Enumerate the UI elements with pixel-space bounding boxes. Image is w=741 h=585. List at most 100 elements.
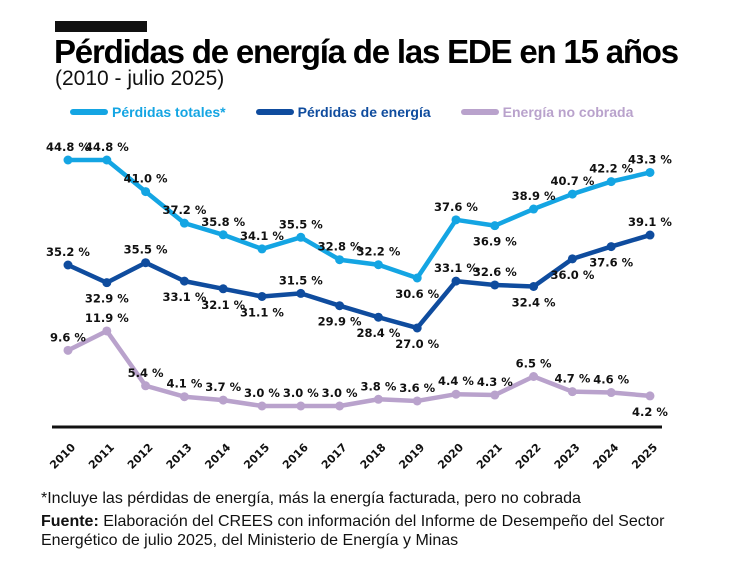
x-tick-label: 2018 bbox=[358, 441, 389, 472]
data-label: 9.6 % bbox=[50, 330, 86, 344]
data-point bbox=[412, 323, 422, 333]
x-tick-label: 2020 bbox=[435, 441, 466, 472]
x-tick-label: 2024 bbox=[590, 441, 621, 472]
x-tick-label: 2015 bbox=[241, 441, 272, 472]
data-label: 3.0 % bbox=[244, 386, 280, 400]
chart-title: Pérdidas de energía de las EDE en 15 año… bbox=[54, 33, 679, 70]
data-point bbox=[257, 244, 267, 254]
series-line bbox=[67, 232, 651, 331]
data-label: 31.5 % bbox=[279, 273, 323, 287]
data-label: 4.2 % bbox=[632, 405, 668, 419]
data-label: 4.4 % bbox=[438, 374, 474, 388]
data-point bbox=[141, 258, 151, 268]
data-label: 33.1 % bbox=[434, 261, 478, 275]
data-label: 43.3 % bbox=[628, 152, 672, 166]
footnote: *Incluye las pérdidas de energía, más la… bbox=[41, 490, 581, 507]
data-point bbox=[490, 280, 500, 290]
data-point bbox=[257, 291, 267, 301]
x-tick-label: 2010 bbox=[47, 441, 78, 472]
series-line bbox=[66, 328, 651, 409]
data-point bbox=[141, 381, 151, 391]
legend-swatch-perdidas-totales bbox=[70, 109, 108, 115]
data-point bbox=[451, 389, 461, 399]
data-label: 4.7 % bbox=[554, 372, 590, 386]
source-label: Fuente: bbox=[41, 513, 99, 530]
data-point bbox=[412, 273, 422, 283]
data-point bbox=[179, 392, 189, 402]
legend-label-perdidas-totales: Pérdidas totales* bbox=[112, 104, 226, 120]
data-label: 36.0 % bbox=[550, 268, 594, 282]
data-label: 44.8 % bbox=[85, 140, 129, 154]
data-point bbox=[179, 218, 189, 228]
data-label: 44.8 % bbox=[46, 140, 90, 154]
legend-label-perdidas-energia: Pérdidas de energía bbox=[297, 104, 431, 120]
data-point bbox=[567, 189, 577, 199]
data-label: 36.9 % bbox=[473, 235, 517, 249]
data-label: 33.1 % bbox=[162, 290, 206, 304]
data-label: 3.8 % bbox=[360, 379, 396, 393]
data-point bbox=[490, 221, 500, 231]
data-label: 11.9 % bbox=[85, 311, 129, 325]
x-tick-label: 2021 bbox=[474, 441, 505, 472]
data-point bbox=[335, 255, 345, 265]
legend-item-perdidas-energia: Pérdidas de energía bbox=[255, 104, 431, 120]
data-label: 37.2 % bbox=[162, 203, 206, 217]
data-point bbox=[451, 276, 461, 286]
data-point bbox=[645, 391, 655, 401]
legend-label-energia-no-cobrada: Energía no cobrada bbox=[502, 104, 634, 120]
data-label: 32.6 % bbox=[473, 265, 517, 279]
legend: Pérdidas totales* Pérdidas de energía En… bbox=[70, 104, 663, 120]
data-label: 28.4 % bbox=[356, 326, 400, 340]
data-label: 34.1 % bbox=[240, 229, 284, 243]
data-point bbox=[102, 326, 112, 336]
data-point bbox=[451, 215, 461, 225]
data-label: 32.8 % bbox=[318, 240, 362, 254]
x-tick-label: 2022 bbox=[513, 441, 544, 472]
source-note: Fuente: Elaboración del CREES con inform… bbox=[41, 512, 681, 550]
source-text: Elaboración del CREES con información de… bbox=[41, 513, 665, 549]
data-point bbox=[412, 396, 422, 406]
series-0: 44.8 %44.8 % 41.0 % 37.2 %35.8 %34.1 % 35.5… bbox=[46, 140, 672, 301]
data-point bbox=[218, 395, 228, 405]
data-label: 30.6 % bbox=[395, 287, 439, 301]
data-label: 4.6 % bbox=[593, 373, 629, 387]
legend-item-energia-no-cobrada: Energía no cobrada bbox=[460, 104, 634, 120]
data-point bbox=[102, 155, 112, 165]
data-label: 3.0 % bbox=[283, 386, 319, 400]
x-tick-label: 2019 bbox=[396, 441, 427, 472]
x-tick-label: 2013 bbox=[164, 441, 195, 472]
x-tick-label: 2016 bbox=[280, 441, 311, 472]
data-label: 4.3 % bbox=[477, 375, 513, 389]
data-point bbox=[335, 301, 345, 311]
data-label: 39.1 % bbox=[628, 215, 672, 229]
data-point bbox=[606, 388, 616, 398]
series-line bbox=[68, 157, 651, 281]
chart-subtitle: (2010 - julio 2025) bbox=[55, 67, 225, 90]
data-point bbox=[102, 278, 112, 288]
data-point bbox=[567, 387, 577, 397]
data-label: 35.5 % bbox=[124, 243, 168, 257]
x-tick-label: 2012 bbox=[125, 441, 156, 472]
data-label: 37.6 % bbox=[589, 256, 633, 270]
data-point bbox=[606, 177, 616, 187]
data-label: 35.8 % bbox=[201, 215, 245, 229]
data-label: 6.5 % bbox=[516, 356, 552, 370]
data-point bbox=[373, 312, 383, 322]
data-point bbox=[218, 284, 228, 294]
data-label: 41.0 % bbox=[124, 172, 168, 186]
data-point bbox=[141, 187, 151, 197]
data-label: 32.9 % bbox=[85, 292, 129, 306]
x-tick-label: 2025 bbox=[629, 441, 660, 472]
data-label: 37.6 % bbox=[434, 200, 478, 214]
data-point bbox=[567, 254, 577, 264]
data-point bbox=[490, 390, 500, 400]
title-accent-bar bbox=[55, 21, 147, 32]
x-tick-label: 2014 bbox=[202, 441, 233, 472]
data-point bbox=[645, 230, 655, 240]
data-point bbox=[296, 288, 306, 298]
data-point bbox=[529, 371, 539, 381]
data-label: 31.1 % bbox=[240, 305, 284, 319]
data-label: 35.2 % bbox=[46, 245, 90, 259]
data-point bbox=[335, 401, 345, 411]
